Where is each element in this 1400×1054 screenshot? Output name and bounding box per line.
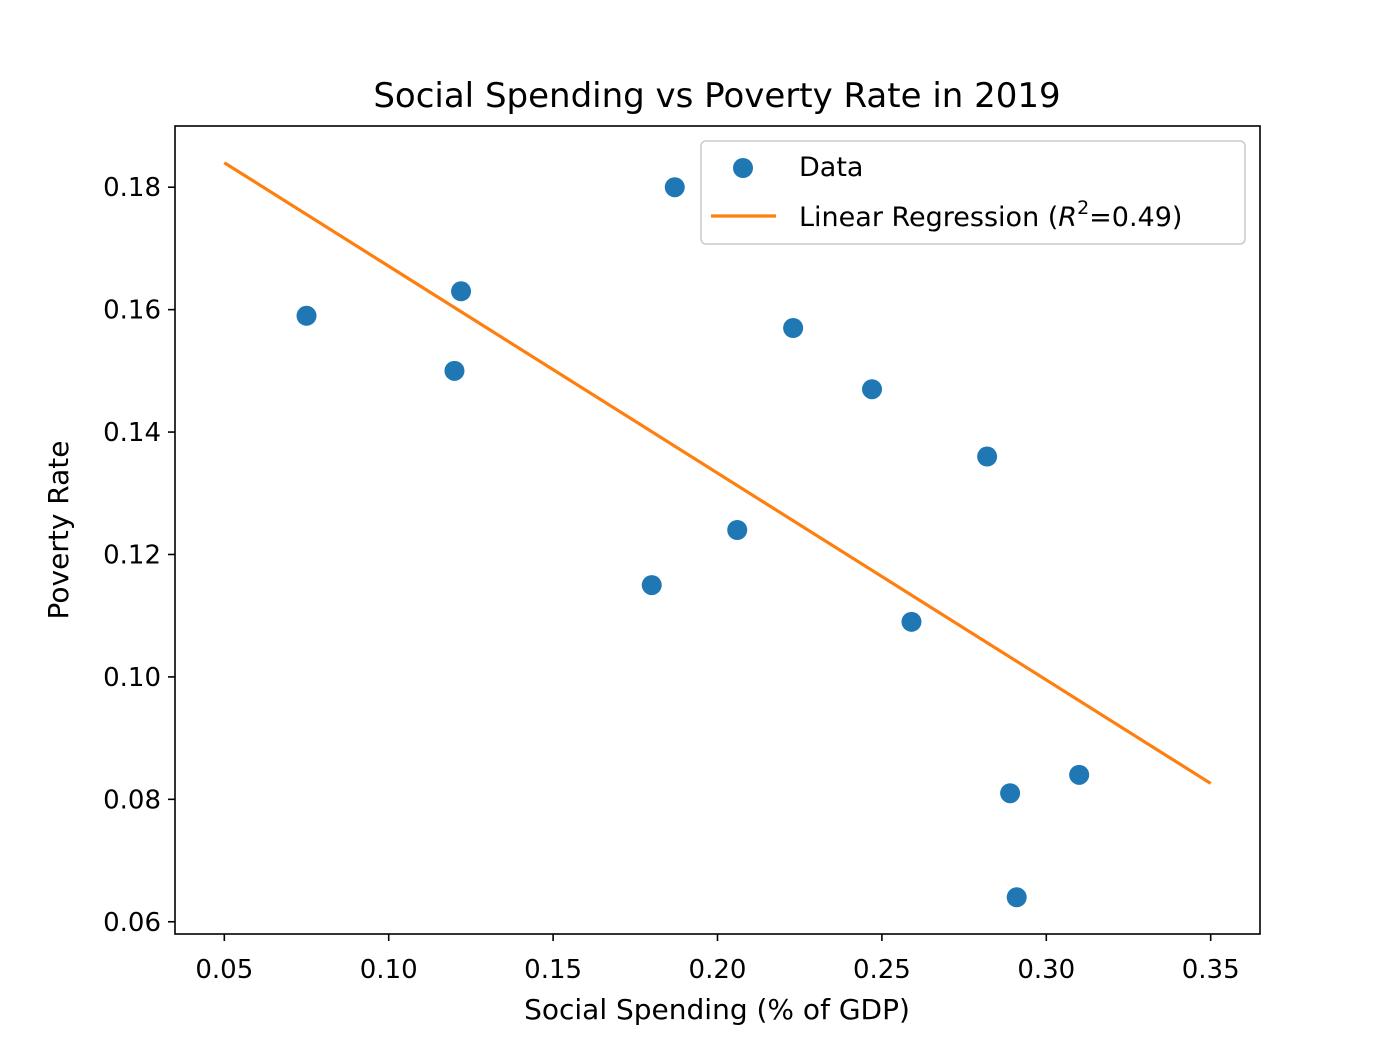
x-tick-label: 0.25 [853, 955, 911, 985]
data-point [444, 360, 465, 381]
data-point [977, 446, 998, 467]
regression-line-series [223, 161, 1212, 785]
legend-regression-main: Linear Regression ( [799, 202, 1058, 233]
x-tick-label: 0.10 [360, 955, 418, 985]
y-tick-label: 0.08 [103, 785, 161, 815]
y-tick-label: 0.06 [103, 908, 161, 938]
data-point [641, 575, 662, 596]
legend-regression-var: R [1058, 202, 1077, 233]
data-point [1006, 887, 1027, 908]
data-point [862, 379, 883, 400]
legend: Data Linear Regression (R2=0.49) [700, 140, 1246, 245]
plot-area [174, 125, 1261, 935]
data-point [451, 281, 472, 302]
data-point [727, 520, 748, 540]
legend-regression-sup: 2 [1077, 197, 1089, 219]
y-tick-label: 0.16 [103, 296, 161, 326]
y-axis: 0.06 0.08 0.10 0.12 0.14 0.16 0.18 [103, 173, 175, 938]
x-tick-label: 0.30 [1017, 955, 1075, 985]
data-point [296, 305, 317, 326]
x-tick-label: 0.20 [689, 955, 747, 985]
y-tick-label: 0.10 [103, 663, 161, 693]
x-tick-label: 0.05 [195, 955, 253, 985]
data-point [1069, 764, 1090, 785]
data-point [664, 177, 685, 198]
regression-line [223, 161, 1212, 785]
x-axis-label: Social Spending (% of GDP) [524, 993, 910, 1026]
x-tick-label: 0.15 [524, 955, 582, 985]
x-tick-label: 0.35 [1182, 955, 1240, 985]
data-point [783, 318, 804, 338]
legend-label-data: Data [799, 152, 863, 183]
y-tick-label: 0.12 [103, 540, 161, 570]
legend-regression-rest: =0.49) [1089, 202, 1182, 233]
data-point-series [296, 177, 1090, 908]
x-axis: 0.05 0.10 0.15 0.20 0.25 0.30 0.35 [195, 934, 1240, 985]
chart-title: Social Spending vs Poverty Rate in 2019 [373, 76, 1060, 116]
y-axis-label: Poverty Rate [42, 441, 75, 620]
legend-label-regression: Linear Regression (R2=0.49) [799, 197, 1182, 233]
legend-box [700, 140, 1246, 245]
legend-marker-data [733, 158, 753, 178]
data-point [901, 611, 922, 632]
y-tick-label: 0.18 [103, 173, 161, 203]
data-point [1000, 783, 1021, 804]
y-tick-label: 0.14 [103, 418, 161, 448]
plot-frame [174, 125, 1261, 935]
